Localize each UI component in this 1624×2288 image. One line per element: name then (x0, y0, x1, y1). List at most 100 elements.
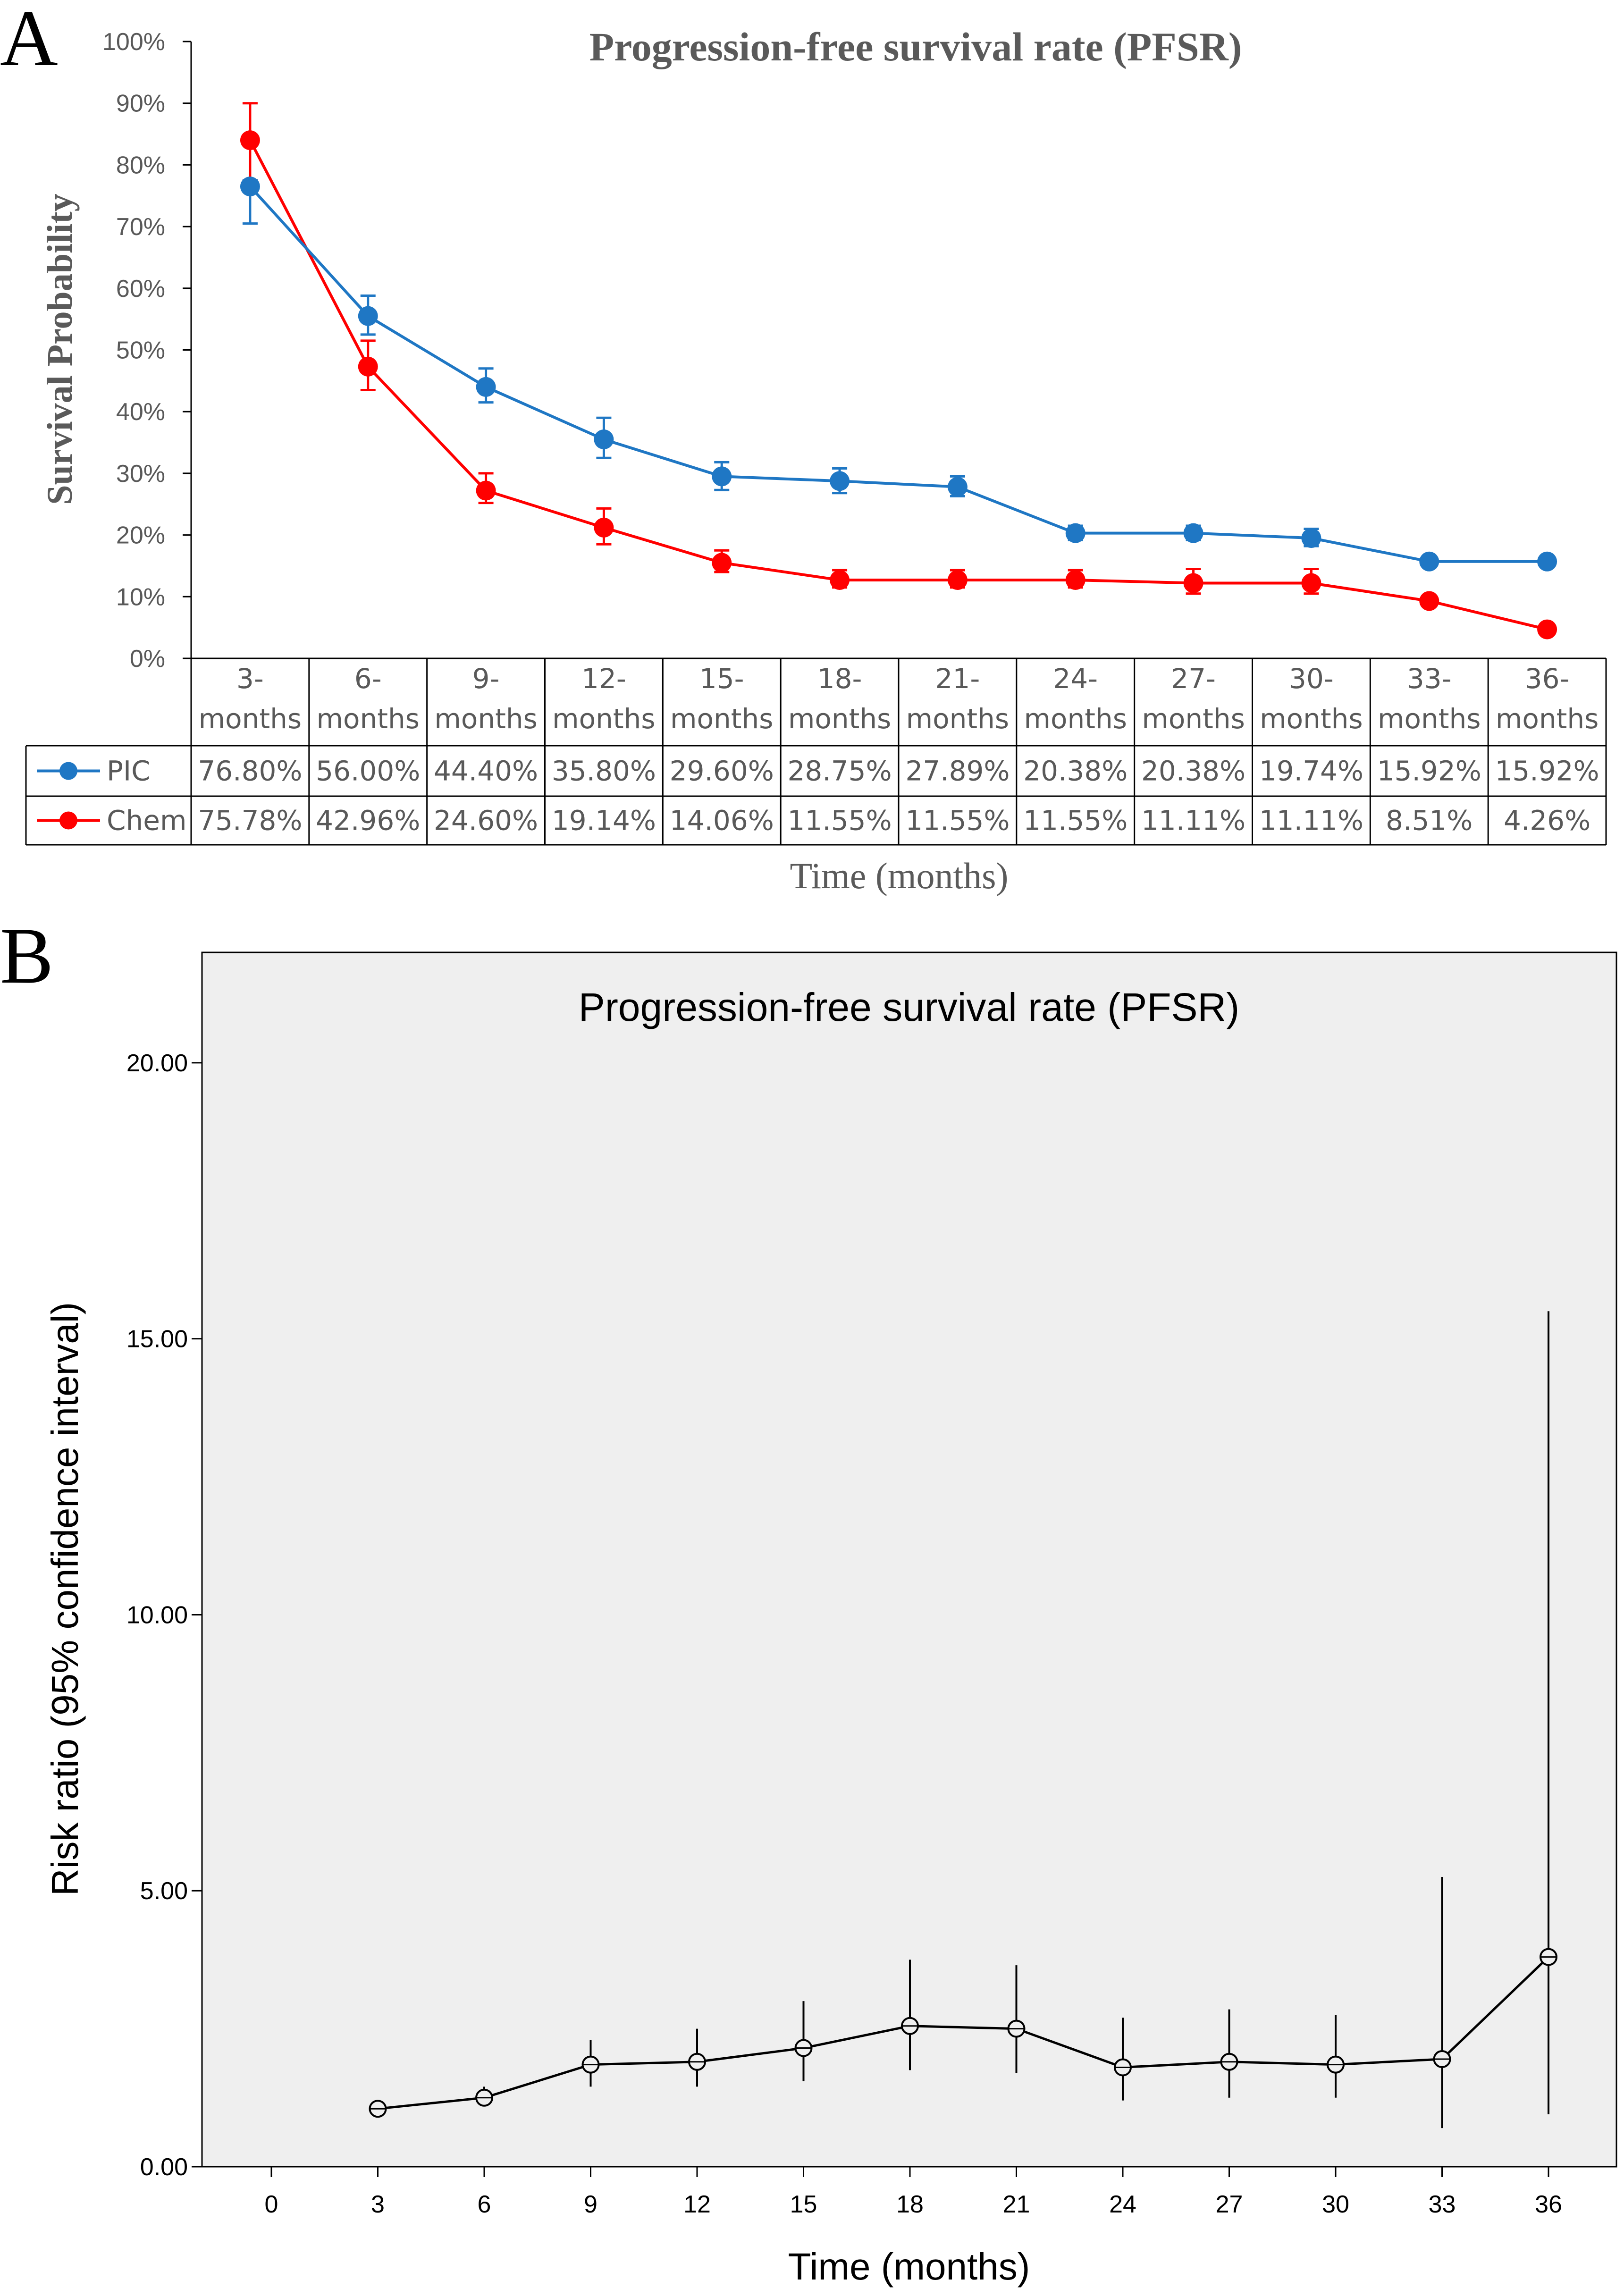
category-label: 6- (354, 663, 382, 695)
panel-a-series (240, 102, 1557, 639)
data-label: 15.92% (1495, 755, 1599, 787)
x-tick-label: 30 (1322, 2191, 1349, 2218)
y-tick-label: 40% (116, 398, 165, 426)
legend-marker-pic (59, 762, 77, 780)
category-label: 3- (236, 663, 264, 695)
data-point-pic (476, 377, 496, 397)
data-point-pic (1537, 551, 1557, 572)
data-label: 15.92% (1377, 755, 1481, 787)
y-tick-label: 20.00 (126, 1050, 188, 1077)
category-label: 9- (472, 663, 500, 695)
category-label: months (1142, 703, 1245, 735)
y-tick-label: 0% (130, 645, 165, 673)
data-label: 11.55% (905, 805, 1010, 837)
y-tick-label: 80% (116, 151, 165, 179)
data-label: 76.80% (198, 755, 302, 787)
panel-b-x-axis-label: Time (months) (788, 2246, 1030, 2288)
data-point-pic (712, 466, 732, 487)
category-label: months (1496, 703, 1599, 735)
x-tick-label: 24 (1109, 2191, 1136, 2218)
x-tick-label: 0 (265, 2191, 278, 2218)
panel-a-axes: 0% 10% 20% 30% 40% 50% 60% 70% 80% 90% 100% (102, 28, 192, 673)
data-point-chem (1065, 570, 1085, 590)
legend-label: Chem (107, 805, 186, 837)
y-tick-label: 10% (116, 583, 165, 611)
data-point-chem (240, 130, 260, 151)
data-point-pic (947, 477, 968, 497)
x-tick-label: 15 (790, 2191, 817, 2218)
category-label: 18- (817, 663, 862, 695)
data-label: 29.60% (670, 755, 774, 787)
data-point-chem (1301, 573, 1321, 593)
panel-a-data-table: 3- months 6- months 9- months 12- months 15- mont… (25, 657, 1607, 846)
x-tick-label: 6 (478, 2191, 491, 2218)
data-label: 56.00% (316, 755, 420, 787)
data-label: 35.80% (552, 755, 656, 787)
data-point-chem (476, 480, 496, 501)
category-label: 21- (935, 663, 980, 695)
x-tick-label: 3 (371, 2191, 385, 2218)
panel-a-y-axis-label: Survival Probability (40, 193, 80, 505)
panel-a-title: Progression-free survival rate (PFSR) (589, 24, 1242, 69)
data-point-pic (830, 471, 850, 491)
category-label: months (317, 703, 420, 735)
data-point-chem (947, 570, 968, 590)
category-label: 15- (699, 663, 744, 695)
data-point-pic (1301, 528, 1321, 548)
category-label: months (1378, 703, 1481, 735)
y-tick-label: 5.00 (140, 1877, 188, 1905)
category-label: months (434, 703, 537, 735)
data-point-chem (358, 356, 378, 377)
risk-ratio-line (378, 1956, 1549, 2110)
panel-b-y-axis-label: Risk ratio (95% confidence interval) (44, 1302, 86, 1896)
panel-b-title: Progression-free survival rate (PFSR) (579, 985, 1239, 1029)
category-label: months (552, 703, 655, 735)
data-point-pic (1065, 523, 1085, 543)
data-point-chem (830, 570, 850, 590)
x-tick-label: 36 (1535, 2191, 1562, 2218)
data-label: 19.74% (1259, 755, 1363, 787)
data-label: 20.38% (1141, 755, 1245, 787)
y-tick-label: 15.00 (126, 1326, 188, 1353)
y-tick-label: 100% (102, 28, 165, 56)
category-label: months (1260, 703, 1363, 735)
category-label: months (199, 703, 302, 735)
category-label: 33- (1407, 663, 1452, 695)
data-label: 24.60% (434, 805, 538, 837)
series-line-chem (249, 139, 1548, 631)
category-label: months (906, 703, 1009, 735)
data-label: 44.40% (434, 755, 538, 787)
series-line-pic (249, 185, 1548, 563)
y-tick-label: 60% (116, 275, 165, 303)
data-point-chem (594, 517, 614, 538)
panel-b-series (369, 1311, 1557, 2128)
data-label: 20.38% (1023, 755, 1128, 787)
panel-b-letter: B (0, 911, 53, 1000)
data-label: 27.89% (905, 755, 1010, 787)
legend-label: PIC (107, 755, 151, 787)
y-tick-label: 50% (116, 337, 165, 364)
x-tick-label: 33 (1429, 2191, 1456, 2218)
data-label: 11.55% (788, 805, 892, 837)
panel-a-letter: A (0, 0, 58, 83)
data-label: 28.75% (788, 755, 892, 787)
data-label: 14.06% (670, 805, 774, 837)
data-label: 19.14% (552, 805, 656, 837)
data-label: 4.26% (1504, 805, 1590, 837)
category-label: 12- (581, 663, 626, 695)
category-label: months (1024, 703, 1127, 735)
category-label: 24- (1053, 663, 1098, 695)
y-tick-label: 30% (116, 460, 165, 488)
data-point-chem (712, 553, 732, 573)
x-tick-label: 9 (584, 2191, 597, 2218)
y-tick-label: 10.00 (126, 1601, 188, 1629)
y-tick-label: 0.00 (140, 2153, 188, 2181)
category-label: months (670, 703, 773, 735)
data-label: 11.11% (1259, 805, 1363, 837)
data-point-chem (1537, 619, 1557, 639)
x-tick-label: 12 (683, 2191, 711, 2218)
data-point-pic (594, 429, 614, 450)
legend-marker-chem (59, 811, 77, 830)
data-point-pic (1419, 551, 1439, 572)
